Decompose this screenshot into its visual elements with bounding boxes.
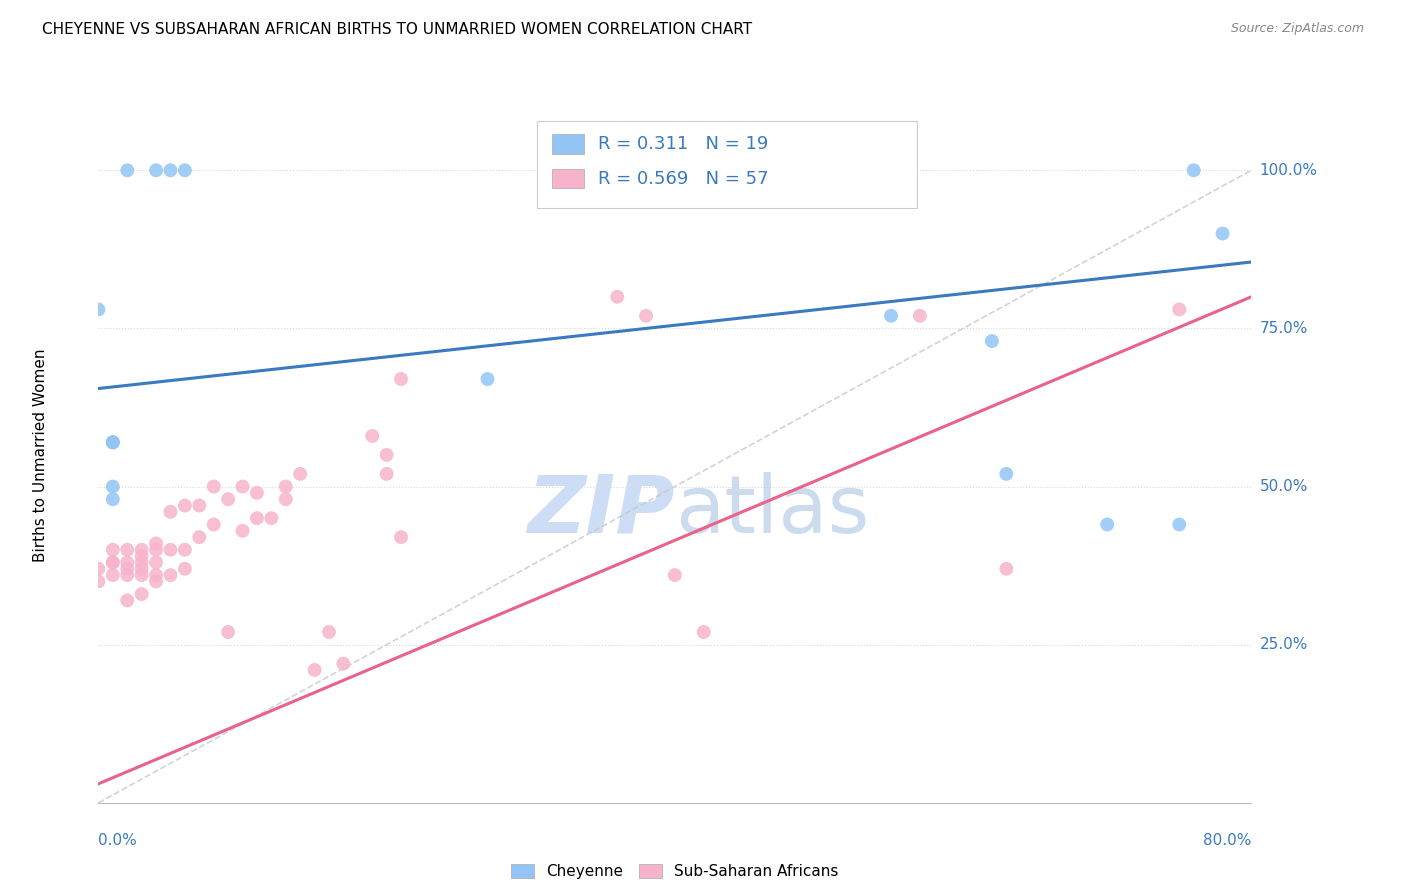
Point [246,486,269,500]
Legend: Cheyenne, Sub-Saharan Africans: Cheyenne, Sub-Saharan Africans [505,858,845,886]
Point [145,542,167,557]
Point [87,562,110,576]
Point [87,302,110,317]
Point [375,467,398,481]
Point [145,536,167,550]
Point [174,499,197,513]
Text: 80.0%: 80.0% [1204,833,1251,848]
Point [101,435,124,450]
Point [87,574,110,589]
Point [1212,227,1234,241]
Point [101,435,124,450]
Point [202,479,225,493]
Point [375,448,398,462]
Point [117,568,138,582]
Text: 0.0%: 0.0% [98,833,138,848]
Point [636,163,658,178]
Point [908,309,931,323]
Point [332,657,354,671]
Point [318,625,340,640]
Point [389,530,412,544]
Point [101,556,124,570]
Point [188,499,211,513]
Point [217,625,239,640]
Point [101,556,124,570]
Text: R = 0.311   N = 19: R = 0.311 N = 19 [598,135,768,153]
Point [217,492,239,507]
Point [274,479,297,493]
Point [131,556,153,570]
Point [274,492,297,507]
Text: 75.0%: 75.0% [1260,321,1308,336]
Point [304,663,326,677]
Point [159,542,181,557]
Point [981,334,1004,348]
Text: atlas: atlas [675,472,869,549]
Point [131,568,153,582]
Point [606,290,628,304]
Point [145,574,167,589]
Text: 25.0%: 25.0% [1260,637,1308,652]
Point [202,517,225,532]
Point [1168,517,1191,532]
Text: CHEYENNE VS SUBSAHARAN AFRICAN BIRTHS TO UNMARRIED WOMEN CORRELATION CHART: CHEYENNE VS SUBSAHARAN AFRICAN BIRTHS TO… [42,22,752,37]
Point [117,556,138,570]
Point [389,372,412,386]
Point [231,524,254,538]
Point [145,568,167,582]
Text: Births to Unmarried Women: Births to Unmarried Women [32,348,48,562]
Point [1182,163,1205,178]
Point [159,568,181,582]
Point [290,467,312,481]
Point [145,163,167,178]
Point [174,163,197,178]
Point [1168,302,1191,317]
Text: ZIP: ZIP [527,472,675,549]
Point [117,542,138,557]
Point [477,372,499,386]
Point [693,625,716,640]
Point [995,467,1018,481]
Point [131,549,153,563]
Point [174,562,197,576]
Point [636,309,658,323]
Text: 100.0%: 100.0% [1260,163,1317,178]
Point [101,479,124,493]
Point [101,492,124,507]
Point [664,568,686,582]
Point [246,511,269,525]
Point [880,309,903,323]
Point [188,530,211,544]
Point [101,568,124,582]
Point [145,556,167,570]
Point [231,479,254,493]
Point [101,435,124,450]
Point [361,429,384,443]
FancyBboxPatch shape [537,121,917,208]
Point [159,505,181,519]
Point [131,587,153,601]
Point [1097,517,1119,532]
Point [174,542,197,557]
Point [117,562,138,576]
Point [260,511,283,525]
FancyBboxPatch shape [551,169,583,188]
Point [131,542,153,557]
Text: 50.0%: 50.0% [1260,479,1308,494]
Point [995,562,1018,576]
Text: Source: ZipAtlas.com: Source: ZipAtlas.com [1230,22,1364,36]
Point [159,163,181,178]
FancyBboxPatch shape [551,134,583,153]
Point [117,593,138,607]
Point [117,163,138,178]
Text: R = 0.569   N = 57: R = 0.569 N = 57 [598,169,768,187]
Point [101,542,124,557]
Point [131,562,153,576]
